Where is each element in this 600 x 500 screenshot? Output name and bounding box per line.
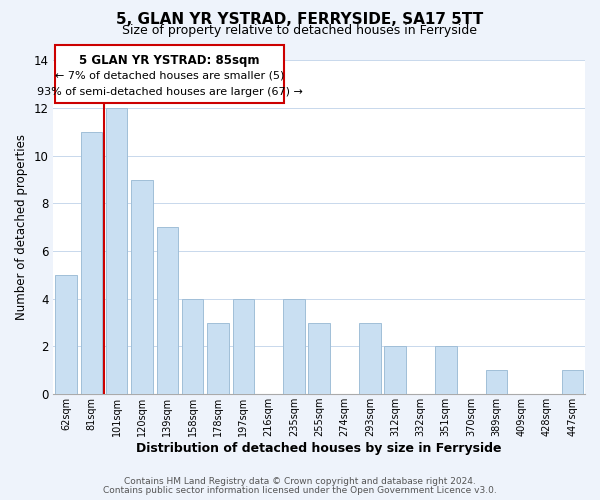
Text: 93% of semi-detached houses are larger (67) →: 93% of semi-detached houses are larger (… (37, 86, 302, 97)
X-axis label: Distribution of detached houses by size in Ferryside: Distribution of detached houses by size … (136, 442, 502, 455)
Bar (80, 132, 102, 394)
Bar (182, 299, 203, 394)
FancyBboxPatch shape (55, 45, 284, 104)
Bar (283, 299, 305, 394)
Bar (157, 228, 178, 394)
Text: 5 GLAN YR YSTRAD: 85sqm: 5 GLAN YR YSTRAD: 85sqm (79, 54, 260, 67)
Bar (485, 370, 507, 394)
Bar (106, 108, 127, 394)
Bar (55, 275, 77, 394)
Bar (385, 346, 406, 394)
Text: 5, GLAN YR YSTRAD, FERRYSIDE, SA17 5TT: 5, GLAN YR YSTRAD, FERRYSIDE, SA17 5TT (116, 12, 484, 28)
Bar (359, 322, 380, 394)
Y-axis label: Number of detached properties: Number of detached properties (15, 134, 28, 320)
Text: ← 7% of detached houses are smaller (5): ← 7% of detached houses are smaller (5) (55, 70, 284, 81)
Bar (435, 346, 457, 394)
Text: Contains public sector information licensed under the Open Government Licence v3: Contains public sector information licen… (103, 486, 497, 495)
Bar (562, 370, 583, 394)
Bar (131, 180, 153, 394)
Bar (207, 322, 229, 394)
Bar (233, 299, 254, 394)
Bar (308, 322, 330, 394)
Text: Size of property relative to detached houses in Ferryside: Size of property relative to detached ho… (122, 24, 478, 37)
Text: Contains HM Land Registry data © Crown copyright and database right 2024.: Contains HM Land Registry data © Crown c… (124, 477, 476, 486)
